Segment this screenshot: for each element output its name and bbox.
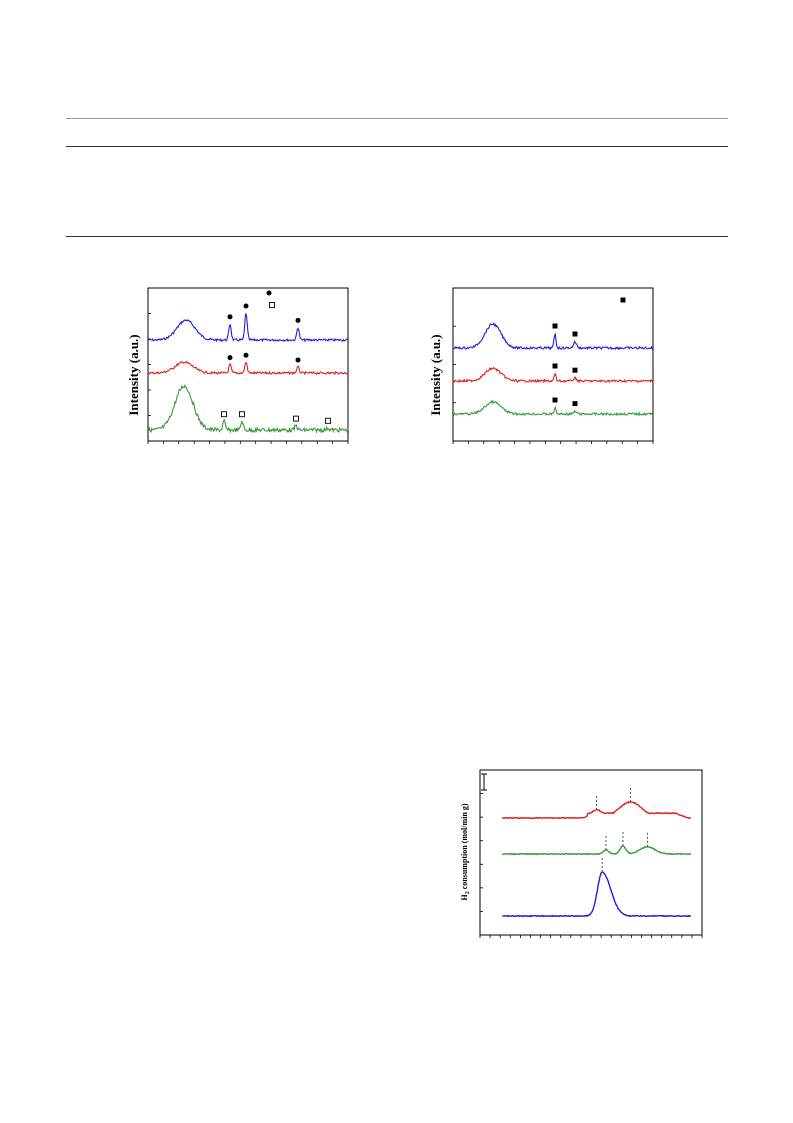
marker-circle [243, 303, 249, 309]
table-header-rule [66, 146, 728, 147]
y-axis-label: Intensity (a.u.) [428, 334, 443, 415]
xrd-figure-left: Intensity (a.u.) [118, 280, 358, 460]
series-line-1 [501, 845, 692, 856]
marker-circle [243, 352, 249, 358]
marker-circle [227, 314, 233, 320]
marker-square-open [239, 411, 245, 418]
y-axis-label-rest: consumption (mol/min g) [460, 803, 469, 891]
series-line-0 [147, 313, 349, 343]
legend-marker-square-open [269, 302, 275, 308]
series-line-1 [147, 360, 349, 376]
xrd-chart-left: Intensity (a.u.) [126, 287, 349, 444]
table-top-rule [66, 118, 728, 119]
marker-square-open [325, 417, 331, 424]
tpr-figure: H2 consumption (mol/min g) [450, 760, 710, 945]
marker-square-filled [572, 401, 578, 407]
marker-square-filled [552, 363, 558, 369]
marker-square-filled [572, 331, 578, 337]
series-line-2 [501, 870, 691, 918]
marker-square-open [221, 411, 227, 418]
series-line-1 [452, 367, 654, 384]
y-axis-label-sub: 2 [465, 891, 471, 894]
marker-circle [295, 317, 301, 323]
legend-marker-circle [266, 290, 272, 296]
marker-square-filled [572, 367, 578, 373]
marker-circle [227, 355, 233, 361]
series-line-2 [452, 399, 654, 417]
series-line-0 [452, 322, 654, 351]
marker-square-open [293, 415, 299, 422]
series-line-2 [147, 384, 349, 434]
marker-square-filled [552, 397, 558, 403]
table-bottom-rule [66, 236, 728, 237]
marker-square-filled [552, 323, 558, 329]
xrd-chart-right: Intensity (a.u.) [428, 287, 654, 444]
y-axis-label: H2 consumption (mol/min g) [460, 803, 471, 900]
legend-marker-square-filled [620, 297, 626, 303]
xrd-figure-right: Intensity (a.u.) [420, 280, 665, 460]
y-axis-label: Intensity (a.u.) [126, 334, 141, 415]
tpr-chart: H2 consumption (mol/min g) [460, 769, 703, 938]
plot-frame [479, 769, 703, 936]
y-axis-label-main: H [460, 894, 469, 901]
marker-circle [295, 357, 301, 363]
